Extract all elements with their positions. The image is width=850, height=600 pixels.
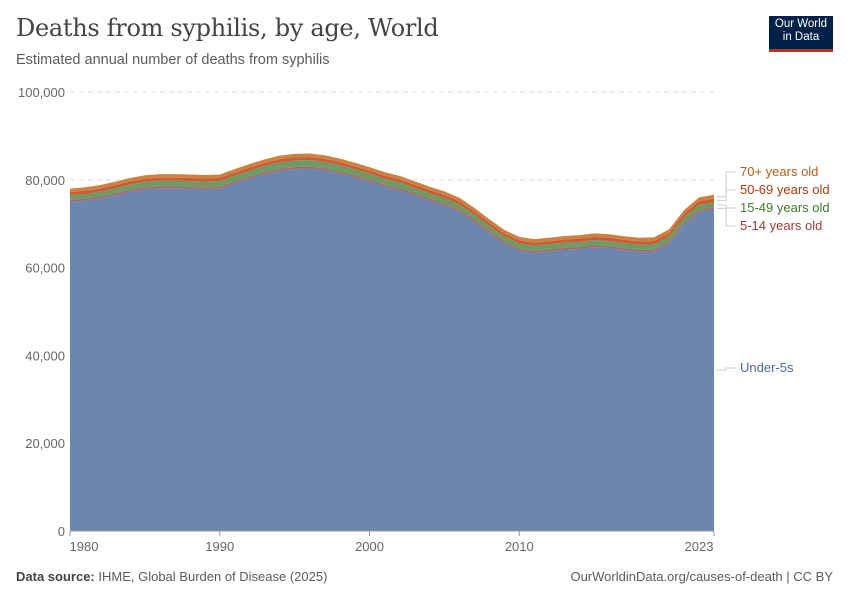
- x-tick-label: 1990: [205, 539, 234, 554]
- x-tick-label: 2000: [355, 539, 384, 554]
- area-under-5s: [70, 168, 714, 532]
- source-link[interactable]: OurWorldinData.org/causes-of-death | CC …: [570, 569, 833, 584]
- source-text: IHME, Global Burden of Disease (2025): [98, 569, 328, 584]
- series-label: 5-14 years old: [740, 218, 822, 233]
- chart-subtitle: Estimated annual number of deaths from s…: [16, 52, 330, 68]
- area-15-49-years-old: [70, 160, 714, 251]
- label-connector: [717, 204, 736, 209]
- y-tick-label: 20,000: [25, 436, 65, 451]
- label-connector: [717, 207, 736, 227]
- x-tick-label: 2023: [685, 539, 714, 554]
- x-tick-label: 2010: [505, 539, 534, 554]
- y-tick-label: 0: [58, 524, 65, 539]
- y-tick-label: 40,000: [25, 348, 65, 363]
- source-label: Data source:: [16, 569, 95, 584]
- y-tick-label: 60,000: [25, 261, 65, 276]
- label-connector: [717, 367, 736, 371]
- owid-logo[interactable]: Our World in Data: [769, 16, 833, 52]
- label-connector: [717, 171, 736, 198]
- series-label: 50-69 years old: [740, 182, 830, 197]
- series-label: 15-49 years old: [740, 200, 830, 215]
- chart-title: Deaths from syphilis, by age, World: [16, 14, 439, 42]
- data-source: Data source: IHME, Global Burden of Dise…: [16, 569, 327, 584]
- series-label: Under-5s: [740, 360, 794, 375]
- x-tick-label: 1980: [70, 539, 99, 554]
- series-label: 70+ years old: [740, 164, 818, 179]
- y-tick-label: 80,000: [25, 173, 65, 188]
- y-tick-label: 100,000: [18, 85, 65, 100]
